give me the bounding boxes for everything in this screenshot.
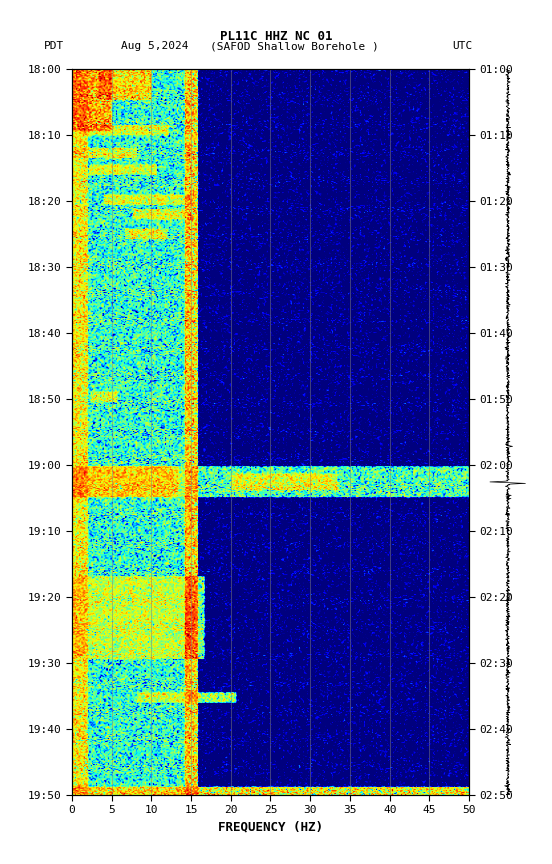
Text: PDT: PDT (44, 41, 65, 52)
Text: Aug 5,2024: Aug 5,2024 (121, 41, 189, 52)
Text: (SAFOD Shallow Borehole ): (SAFOD Shallow Borehole ) (210, 41, 379, 52)
Text: UTC: UTC (453, 41, 473, 52)
X-axis label: FREQUENCY (HZ): FREQUENCY (HZ) (218, 821, 323, 834)
Text: PL11C HHZ NC 01: PL11C HHZ NC 01 (220, 30, 332, 43)
